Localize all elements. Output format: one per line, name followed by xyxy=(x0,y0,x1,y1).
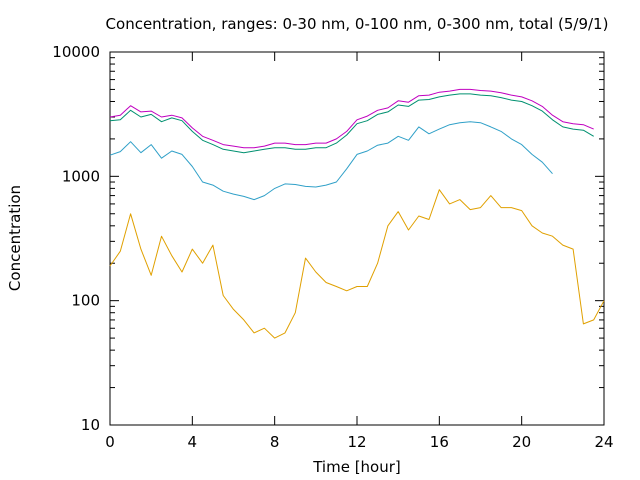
y-tick-label: 100 xyxy=(71,292,100,310)
chart-title: Concentration, ranges: 0-30 nm, 0-100 nm… xyxy=(106,15,609,33)
x-tick-label: 24 xyxy=(594,433,613,451)
plot-frame xyxy=(109,51,605,426)
y-tick-label: 1000 xyxy=(62,167,100,185)
x-tick-label: 20 xyxy=(512,433,531,451)
y-axis-label: Concentration xyxy=(6,185,24,291)
x-tick-label: 4 xyxy=(188,433,198,451)
x-tick-label: 8 xyxy=(270,433,280,451)
series-line-3 xyxy=(109,93,594,154)
series-line-1 xyxy=(109,189,605,339)
x-tick-label: 12 xyxy=(347,433,366,451)
y-tick-label: 10 xyxy=(81,416,100,434)
y-tick-label: 10000 xyxy=(52,43,100,61)
x-axis-label: Time [hour] xyxy=(312,458,401,476)
x-tick-label: 0 xyxy=(105,433,115,451)
series-line-4 xyxy=(109,88,594,149)
series-group xyxy=(109,88,605,339)
series-line-2 xyxy=(109,121,553,201)
x-tick-label: 16 xyxy=(430,433,449,451)
y-axis: 10 100 1000 10000 xyxy=(52,43,604,434)
x-axis: 0 4 8 12 16 20 24 xyxy=(105,52,614,451)
